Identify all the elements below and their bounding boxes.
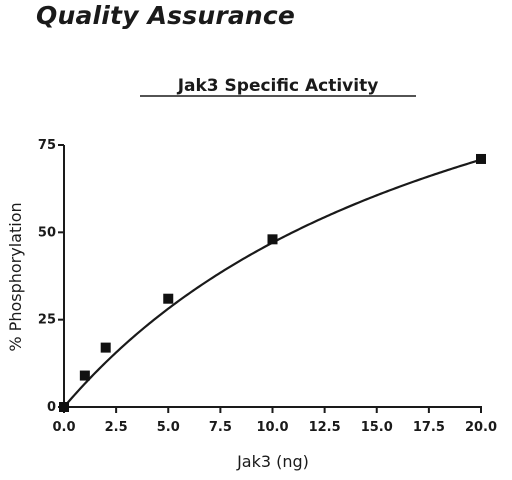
x-tick-label: 5.0 [157, 420, 180, 435]
data-point [267, 234, 278, 245]
x-tick-label: 15.0 [361, 420, 393, 435]
x-tick-label: 10.0 [256, 420, 288, 435]
x-tick-label: 17.5 [413, 420, 445, 435]
data-point [163, 293, 174, 304]
data-points [59, 153, 486, 412]
x-tick-label: 0.0 [52, 420, 75, 435]
y-tick-label: 0 [47, 400, 56, 415]
fit-curve-line [63, 158, 482, 408]
y-tick-label: 75 [38, 138, 56, 153]
x-axis-ticks: 0.0 2.5 5.0 7.5 10.0 12.5 15.0 17.5 20.0 [52, 407, 497, 435]
data-point [79, 370, 90, 381]
y-tick-label: 25 [38, 313, 56, 328]
x-tick-label: 20.0 [465, 420, 497, 435]
data-point [59, 402, 69, 412]
data-point [100, 342, 111, 353]
y-tick-label: 50 [38, 225, 56, 240]
x-tick-label: 2.5 [105, 420, 128, 435]
page-heading: Quality Assurance [36, 1, 296, 30]
x-axis-label: Jak3 (ng) [236, 452, 309, 471]
data-point [476, 153, 486, 164]
y-axis-label: % Phosphorylation [6, 202, 25, 351]
x-tick-label: 12.5 [309, 420, 341, 435]
x-tick-label: 7.5 [209, 420, 232, 435]
chart-title: Jak3 Specific Activity [177, 76, 379, 96]
y-axis-ticks: 0 25 50 75 [38, 138, 64, 415]
